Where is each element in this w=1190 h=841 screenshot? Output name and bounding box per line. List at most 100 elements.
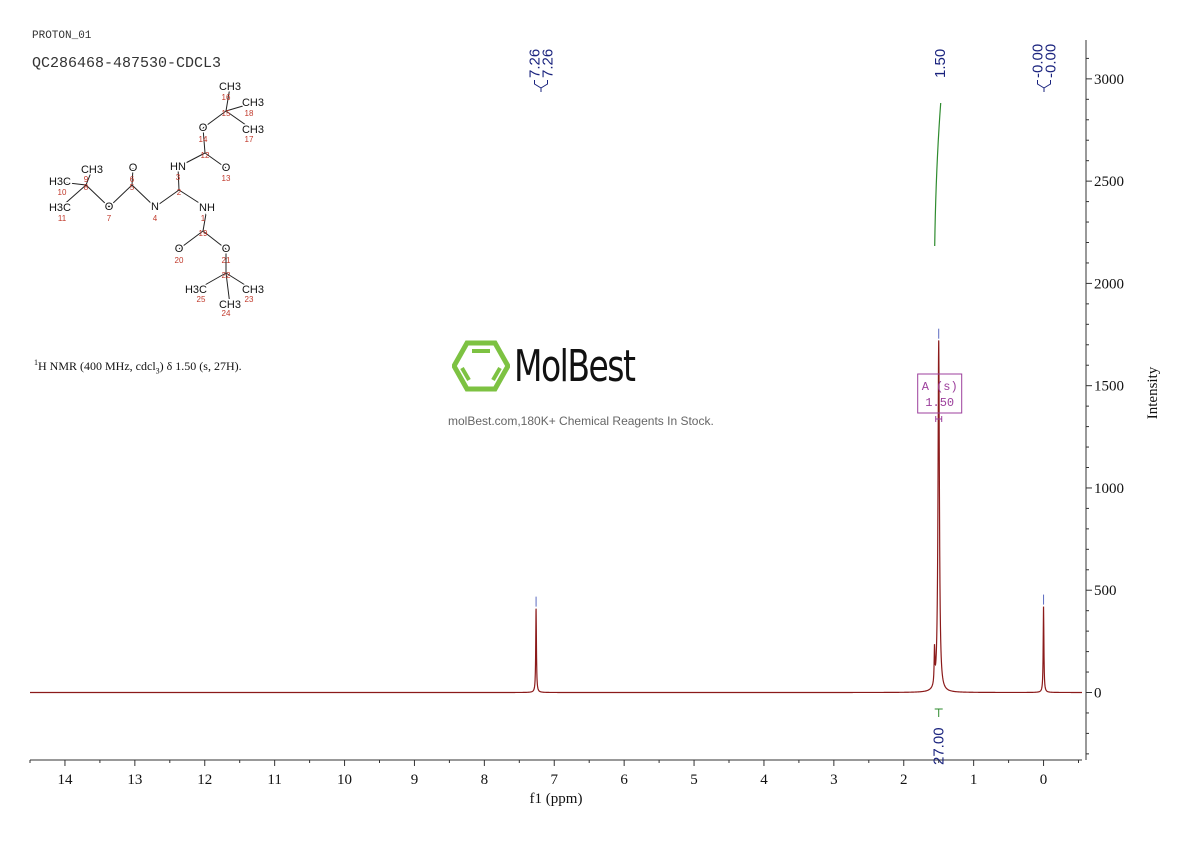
atom-label: O xyxy=(175,243,184,255)
y-tick-label: 2000 xyxy=(1094,276,1124,292)
peak-label-connector xyxy=(540,80,548,92)
peak-label-connector xyxy=(1043,80,1051,92)
atom-label: H3C xyxy=(185,284,207,296)
atom-number: 3 xyxy=(176,173,181,182)
brand-name: MolBest xyxy=(514,340,636,392)
nmr-text-a: H NMR (400 MHz, cdcl xyxy=(38,359,156,373)
atom-label: O xyxy=(222,243,231,255)
x-tick-label: 3 xyxy=(830,772,838,788)
atom-number: 10 xyxy=(58,188,67,197)
atom-label: CH3 xyxy=(242,97,264,109)
nmr-description: 1H NMR (400 MHz, cdcl3) δ 1.50 (s, 27H). xyxy=(34,358,242,375)
bond-line xyxy=(202,127,206,154)
atom-label: CH3 xyxy=(242,284,264,296)
atom-label: CH3 xyxy=(219,81,241,93)
benzene-logo-icon xyxy=(452,340,510,392)
bond-line xyxy=(131,167,134,186)
x-tick-label: 12 xyxy=(197,772,212,788)
x-tick-label: 11 xyxy=(267,772,281,788)
molbest-logo: MolBest xyxy=(452,340,675,392)
atom-number: 2 xyxy=(177,188,182,197)
x-tick-label: 0 xyxy=(1040,772,1048,788)
x-tick-label: 7 xyxy=(551,772,559,788)
atom-number: 8 xyxy=(84,183,89,192)
nmr-subscript: 3 xyxy=(155,366,160,376)
x-tick-label: 13 xyxy=(127,772,142,788)
atom-label: CH3 xyxy=(219,299,241,311)
atom-number: 4 xyxy=(153,214,158,223)
bond-line xyxy=(59,184,87,209)
experiment-name: PROTON_01 xyxy=(32,30,92,42)
bond-line xyxy=(225,110,254,131)
y-tick-label: 2500 xyxy=(1094,174,1124,190)
peak-label-connector xyxy=(534,80,542,92)
x-tick-label: 8 xyxy=(481,772,489,788)
atom-label: CH3 xyxy=(81,164,103,176)
x-tick-label: 1 xyxy=(970,772,978,788)
peak-label: 1.50 xyxy=(932,49,949,78)
multiplet-name: A (s) xyxy=(922,380,958,394)
chemical-structure: CH31615CH318CH317O1412O13HN32N4NH15O6O78… xyxy=(47,80,265,319)
bond-line xyxy=(225,86,231,112)
bond-line xyxy=(195,272,227,291)
x-tick-label: 9 xyxy=(411,772,419,788)
x-axis-label: f1 (ppm) xyxy=(530,791,583,807)
atom-number: 18 xyxy=(245,109,254,118)
atom-label: O xyxy=(105,201,114,213)
atom-number: 12 xyxy=(201,151,210,160)
y-tick-label: 500 xyxy=(1094,583,1117,599)
spectrum-line xyxy=(30,340,1082,694)
x-tick-label: 4 xyxy=(760,772,768,788)
integral-bracket xyxy=(934,708,943,717)
atom-number: 16 xyxy=(222,93,231,102)
x-tick-label: 14 xyxy=(57,772,73,788)
atom-label: N xyxy=(151,201,159,213)
peak-label: -0.00 xyxy=(1043,44,1060,78)
bond-line xyxy=(59,181,87,186)
watermark-tagline: molBest.com,180K+ Chemical Reagents In S… xyxy=(448,414,714,428)
bond-line xyxy=(202,110,227,129)
bond-line xyxy=(131,184,156,208)
multiplet-range-marker xyxy=(935,416,943,422)
atom-number: 25 xyxy=(197,295,206,304)
atom-number: 24 xyxy=(222,309,231,318)
peak-label: -0.00 xyxy=(1030,44,1047,78)
atom-number: 6 xyxy=(130,175,135,184)
atom-number: 17 xyxy=(245,135,254,144)
atom-label: HN xyxy=(170,161,186,173)
atom-label: O xyxy=(129,162,138,174)
atom-number: 23 xyxy=(245,295,254,304)
atom-number: 22 xyxy=(222,271,231,280)
atom-number: 5 xyxy=(130,183,135,192)
atom-number: 14 xyxy=(199,135,208,144)
peak-label-connector xyxy=(1037,80,1045,92)
peak-label: 7.26 xyxy=(540,49,557,78)
bond-line xyxy=(85,169,93,186)
bond-line xyxy=(202,207,208,232)
bond-line xyxy=(204,152,227,169)
bond-line xyxy=(202,230,227,250)
atom-number: 7 xyxy=(107,214,112,223)
bond-line xyxy=(108,184,133,208)
atom-number: 19 xyxy=(199,229,208,238)
bond-line xyxy=(178,230,204,250)
bond-line xyxy=(225,272,254,291)
integral-curve xyxy=(934,102,942,247)
bond-line xyxy=(177,152,206,168)
x-tick-label: 2 xyxy=(900,772,908,788)
y-tick-label: 3000 xyxy=(1094,72,1124,88)
atom-label: NH xyxy=(199,202,215,214)
multiplet-box xyxy=(917,373,963,414)
atom-number: 21 xyxy=(222,256,231,265)
atom-label: O xyxy=(222,162,231,174)
multiplet-shift: 1.50 xyxy=(925,396,954,410)
atom-label: H3C xyxy=(49,202,71,214)
x-tick-label: 5 xyxy=(690,772,698,788)
bond-line xyxy=(178,189,208,209)
atom-label: O xyxy=(199,122,208,134)
atom-number: 9 xyxy=(84,175,89,184)
atom-label: CH3 xyxy=(242,124,264,136)
x-tick-label: 6 xyxy=(620,772,628,788)
bond-line xyxy=(85,184,110,208)
